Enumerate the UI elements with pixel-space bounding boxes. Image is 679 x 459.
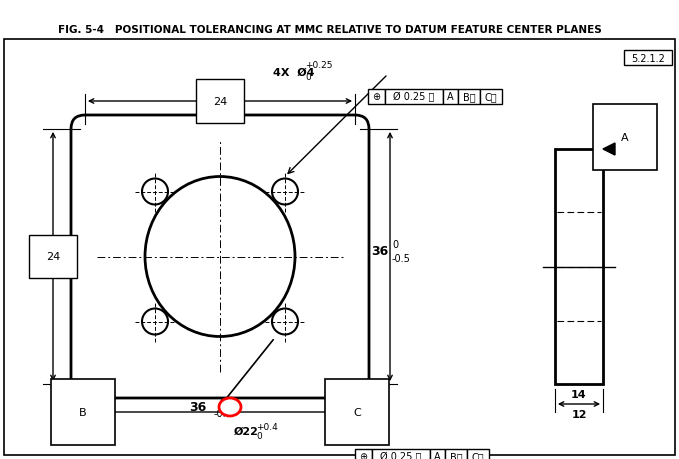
Bar xyxy=(480,90,502,105)
Text: 36: 36 xyxy=(371,245,388,257)
Text: 14: 14 xyxy=(571,389,587,399)
Bar xyxy=(355,449,372,459)
Text: 0: 0 xyxy=(392,240,398,250)
Text: C: C xyxy=(353,407,361,417)
Text: BⓂ: BⓂ xyxy=(462,92,475,102)
Text: -0.5: -0.5 xyxy=(392,254,411,264)
Text: A: A xyxy=(447,92,454,102)
Text: Ø 0.25 Ⓜ: Ø 0.25 Ⓜ xyxy=(380,452,422,459)
Text: B: B xyxy=(79,407,87,417)
Text: ⊕: ⊕ xyxy=(373,92,380,102)
Bar xyxy=(385,90,443,105)
Bar xyxy=(368,90,385,105)
Bar xyxy=(443,90,458,105)
Text: +0.25: +0.25 xyxy=(305,61,333,69)
Text: Ø 0.25 Ⓜ: Ø 0.25 Ⓜ xyxy=(393,92,435,102)
Text: A: A xyxy=(434,452,441,459)
Ellipse shape xyxy=(145,177,295,337)
Text: ⊕: ⊕ xyxy=(359,452,367,459)
Text: CⓂ: CⓂ xyxy=(485,92,497,102)
Bar xyxy=(445,449,467,459)
Text: BⓂ: BⓂ xyxy=(449,452,462,459)
Text: 24: 24 xyxy=(213,97,227,107)
Ellipse shape xyxy=(219,398,241,416)
Text: 0: 0 xyxy=(214,396,226,406)
FancyBboxPatch shape xyxy=(71,116,369,398)
Bar xyxy=(624,51,672,66)
Bar xyxy=(458,90,480,105)
Text: CⓂ: CⓂ xyxy=(472,452,484,459)
Polygon shape xyxy=(603,144,615,156)
Text: 0: 0 xyxy=(256,431,261,440)
Text: +0.4: +0.4 xyxy=(256,422,278,431)
Text: 5.2.1.2: 5.2.1.2 xyxy=(631,53,665,63)
Text: 4X  Ø4: 4X Ø4 xyxy=(273,68,314,78)
Text: Ø22: Ø22 xyxy=(234,426,259,436)
Bar xyxy=(430,449,445,459)
Text: -0.5: -0.5 xyxy=(214,408,233,418)
Text: 0: 0 xyxy=(305,73,311,81)
Circle shape xyxy=(142,309,168,335)
Text: 12: 12 xyxy=(571,409,587,419)
Text: 36: 36 xyxy=(189,401,206,414)
Bar xyxy=(467,449,489,459)
Circle shape xyxy=(142,179,168,205)
Text: FIG. 5-4   POSITIONAL TOLERANCING AT MMC RELATIVE TO DATUM FEATURE CENTER PLANES: FIG. 5-4 POSITIONAL TOLERANCING AT MMC R… xyxy=(58,25,602,35)
Circle shape xyxy=(272,179,298,205)
Bar xyxy=(555,150,603,384)
Circle shape xyxy=(272,309,298,335)
Text: A: A xyxy=(621,133,629,143)
Bar xyxy=(372,449,430,459)
Text: 24: 24 xyxy=(46,252,60,262)
